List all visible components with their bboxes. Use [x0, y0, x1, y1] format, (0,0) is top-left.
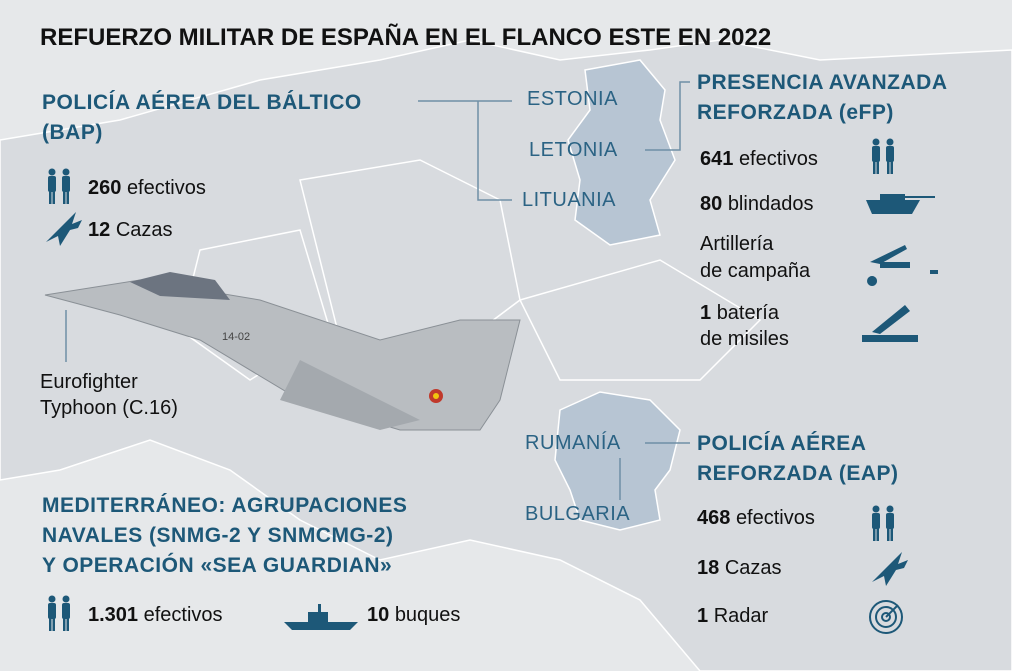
heading: POLICÍA AÉREA: [697, 432, 867, 455]
country: ESTONIA: [527, 88, 618, 110]
soldier-icon: [872, 505, 880, 541]
label: Cazas: [115, 219, 173, 241]
number: 1: [700, 302, 712, 324]
heading: NAVALES (SNMG-2 Y SNMCMG-2): [42, 524, 394, 547]
romania-bulgaria: [554, 391, 681, 531]
item: 1.301 efectivos: [88, 605, 223, 625]
radar-icon: [869, 600, 903, 634]
country: LETONIA: [529, 139, 618, 161]
label: efectivos: [735, 507, 815, 529]
baltic-states: [567, 59, 676, 246]
number: 1: [697, 605, 709, 627]
item: 1 Radar: [697, 606, 768, 626]
label: Radar: [713, 605, 769, 627]
item: 12 Cazas: [88, 220, 173, 240]
item: de campaña: [700, 260, 811, 282]
number: 12: [88, 219, 111, 241]
label: batería: [716, 302, 779, 324]
item: 18 Cazas: [697, 558, 782, 578]
number: 80: [700, 193, 723, 215]
jet-icon: [46, 212, 82, 246]
heading: POLICÍA AÉREA DEL BÁLTICO: [42, 91, 362, 114]
item: 260 efectivos: [88, 178, 206, 198]
number: 10: [367, 604, 390, 626]
title: REFUERZO MILITAR DE ESPAÑA EN EL FLANCO …: [40, 24, 772, 51]
aircraft-label: Typhoon (C.16): [40, 397, 178, 419]
aircraft-label: Eurofighter: [40, 371, 138, 393]
country: LITUANIA: [522, 189, 617, 211]
soldier-icon: [48, 168, 56, 204]
soldier-icon: [886, 505, 894, 541]
item: 641 efectivos: [700, 149, 818, 169]
item: Artillería: [700, 233, 774, 255]
soldier-icon: [62, 168, 70, 204]
soldier-icon: [886, 138, 894, 174]
number: 641: [700, 148, 734, 170]
heading: REFORZADA (EAP): [697, 462, 899, 485]
heading: MEDITERRÁNEO: AGRUPACIONES: [42, 494, 408, 517]
tail-number: 14-02: [222, 331, 250, 343]
item: 1 batería: [700, 303, 779, 323]
label: efectivos: [738, 148, 818, 170]
label: efectivos: [126, 177, 206, 199]
number: 260: [88, 177, 122, 199]
country: RUMANÍA: [525, 432, 621, 454]
missile-icon: [862, 305, 918, 342]
item: 468 efectivos: [697, 508, 815, 528]
heading: REFORZADA (eFP): [697, 101, 894, 124]
soldier-icon: [48, 595, 56, 631]
item: de misiles: [700, 328, 789, 350]
connectors: [65, 81, 690, 500]
number: 18: [697, 557, 720, 579]
heading: (BAP): [42, 121, 103, 144]
item: 80 blindados: [700, 194, 813, 214]
tank-icon: [866, 194, 935, 214]
artillery-icon: [867, 245, 938, 286]
soldier-icon: [62, 595, 70, 631]
jet-icon: [872, 552, 908, 586]
label: efectivos: [143, 604, 223, 626]
heading: Y OPERACIÓN «SEA GUARDIAN»: [42, 554, 393, 577]
label: buques: [394, 604, 461, 626]
country: BULGARIA: [525, 503, 631, 525]
heading: PRESENCIA AVANZADA: [697, 71, 948, 94]
number: 468: [697, 507, 731, 529]
soldier-icon: [872, 138, 880, 174]
label: blindados: [727, 193, 814, 215]
item: 10 buques: [367, 605, 460, 625]
number: 1.301: [88, 604, 139, 626]
label: Cazas: [724, 557, 782, 579]
eurofighter: 14-02: [44, 272, 521, 431]
ship-icon: [284, 604, 358, 630]
